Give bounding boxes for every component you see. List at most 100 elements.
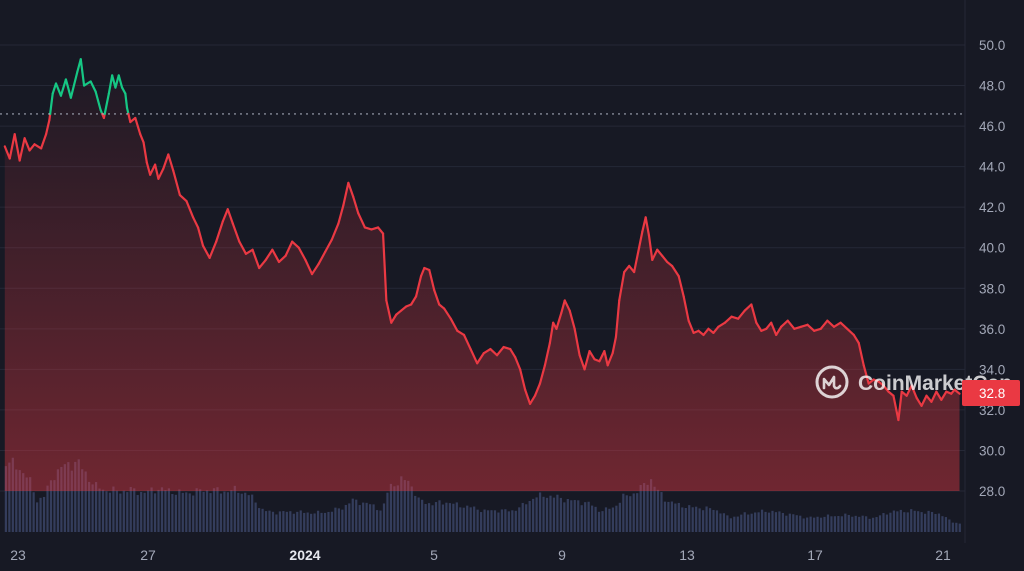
price-segment [215, 220, 224, 243]
price-segment [857, 341, 865, 367]
volume-bar [681, 507, 684, 532]
volume-bar [937, 513, 941, 532]
volume-bar [764, 511, 767, 532]
volume-bar [868, 518, 871, 532]
volume-bar [889, 512, 892, 532]
price-segment [107, 74, 114, 95]
price-segment [134, 116, 142, 136]
price-segment [153, 163, 160, 180]
volume-bar [84, 471, 87, 532]
volume-bar [636, 493, 639, 532]
y-tick-label: 40.0 [979, 241, 1005, 256]
price-segment [940, 390, 948, 401]
volume-bar [313, 513, 316, 532]
y-tick-label: 42.0 [979, 200, 1005, 215]
price-segment [573, 327, 581, 357]
volume-bar [882, 513, 885, 532]
volume-bar [237, 492, 240, 532]
price-segment [120, 86, 127, 95]
x-tick-label: 21 [935, 547, 951, 563]
volume-bar [410, 486, 413, 532]
volume-bars [4, 457, 961, 532]
volume-bar [826, 514, 830, 532]
price-segment [103, 92, 110, 116]
volume-bar [216, 487, 219, 532]
price-segment [69, 70, 79, 99]
price-segment [456, 329, 466, 336]
volume-bar [254, 502, 257, 532]
volume-bar [528, 501, 531, 532]
volume-bar [677, 502, 680, 532]
volume-bar [389, 483, 393, 532]
price-segment [8, 133, 16, 160]
volume-bar [840, 516, 843, 532]
volume-bar [740, 514, 743, 532]
volume-bar [306, 512, 309, 532]
volume-bar [545, 497, 549, 532]
volume-bar [244, 492, 247, 532]
price-segment [482, 347, 492, 355]
volume-bar [674, 503, 677, 532]
volume-bar [795, 515, 798, 532]
volume-bar [760, 509, 764, 532]
price-segment [271, 248, 281, 264]
volume-bar [702, 510, 705, 532]
price-segment [750, 303, 758, 324]
price-segment [786, 319, 796, 330]
volume-bar [944, 517, 948, 532]
volume-bar [192, 495, 195, 532]
price-segment [743, 303, 753, 312]
volume-bar [386, 492, 389, 532]
price-segment [647, 234, 654, 261]
volume-bar [185, 492, 188, 532]
volume-bar [660, 492, 663, 532]
volume-bar [74, 461, 77, 532]
current-price-tag: 32.8 [962, 380, 1020, 406]
volume-bar [684, 507, 687, 532]
price-segment [839, 321, 849, 330]
volume-bar [271, 511, 275, 532]
price-segment [419, 266, 426, 278]
volume-bar [577, 500, 580, 532]
price-segment [775, 325, 783, 336]
volume-bar [150, 487, 153, 532]
volume-bar [178, 489, 181, 532]
volume-bar [70, 470, 73, 532]
volume-bar [299, 510, 302, 532]
volume-bar [511, 510, 514, 532]
y-tick-label: 44.0 [979, 160, 1005, 175]
price-segment [64, 78, 72, 99]
volume-bar [542, 496, 545, 532]
volume-bar [698, 508, 701, 532]
volume-bar [88, 481, 91, 532]
volume-bar [341, 509, 344, 532]
volume-bar [618, 502, 621, 532]
price-segment [765, 321, 773, 330]
volume-bar [417, 497, 420, 532]
volume-bar [556, 494, 559, 532]
volume-bar [733, 516, 736, 532]
price-segment [244, 248, 254, 255]
volume-bar [858, 516, 861, 532]
price-segment [555, 311, 563, 330]
volume-bar [830, 516, 833, 532]
volume-bar [42, 496, 46, 532]
price-segment [51, 82, 58, 95]
x-tick-label: 13 [679, 547, 695, 563]
price-line[interactable] [3, 58, 961, 422]
volume-bar [278, 511, 282, 532]
volume-bar [906, 512, 909, 532]
volume-bar [847, 514, 850, 532]
price-segment [730, 315, 740, 320]
volume-bar [393, 486, 396, 532]
price-segment [23, 137, 31, 152]
volume-bar [611, 507, 615, 532]
price-segment [376, 226, 385, 235]
volume-bar [261, 508, 264, 532]
price-segment [196, 226, 205, 247]
price-segment [94, 90, 102, 111]
volume-bar [60, 466, 63, 532]
volume-bar [483, 509, 486, 532]
